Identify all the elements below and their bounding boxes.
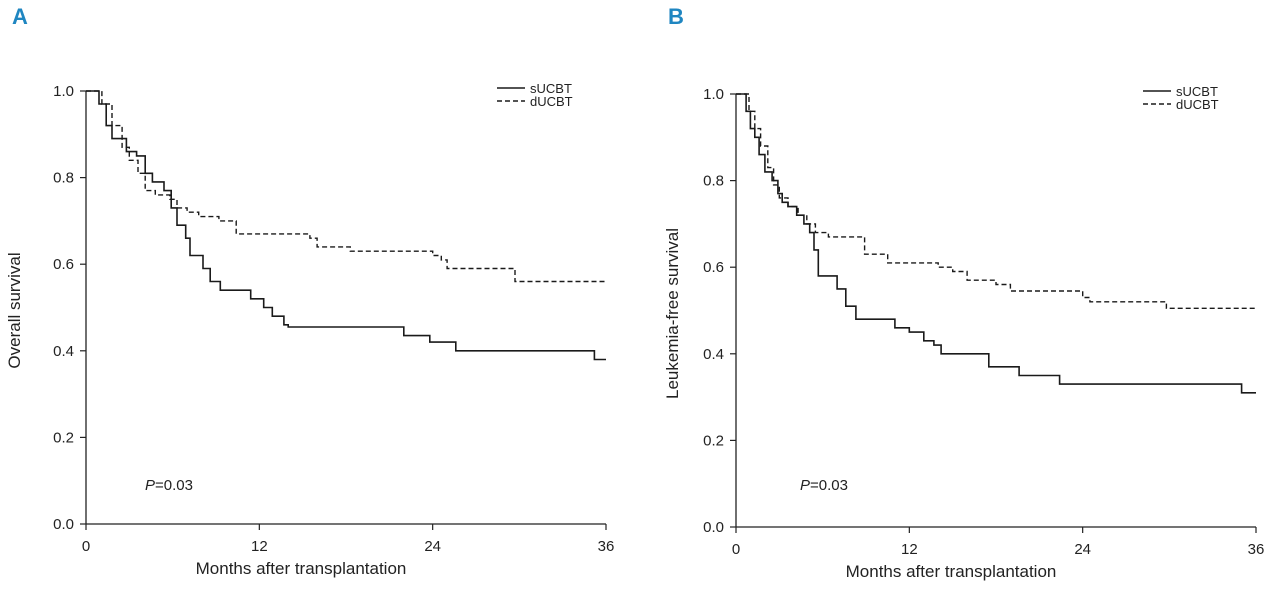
y-tick-label: 1.0 [53, 83, 74, 100]
series-sucbt-line [86, 90, 606, 361]
x-tick-label: 24 [424, 538, 441, 555]
legend-ducbt-label: dUCBT [530, 94, 573, 109]
legend-sucbt-label: sUCBT [1176, 84, 1218, 99]
y-tick-label: 0.0 [703, 519, 724, 536]
p-value-text: =0.03 [155, 477, 193, 494]
p-value-text: =0.03 [810, 477, 848, 494]
x-tick-label: 36 [1248, 541, 1265, 558]
series-ducbt-line [736, 93, 1256, 309]
x-tick-label: 36 [598, 538, 615, 555]
panel-label-a: A [12, 4, 28, 29]
p-value-symbol: P [145, 477, 155, 494]
x-axis-title: Months after transplantation [846, 562, 1057, 581]
x-tick-label: 0 [732, 541, 740, 558]
y-tick-label: 0.4 [53, 343, 74, 360]
panel-label-b: B [668, 4, 684, 29]
y-axis-title: Leukemia-free survival [663, 228, 682, 399]
y-tick-label: 1.0 [703, 86, 724, 103]
overall-survival-chart: 0 12 24 36 0.0 0.2 0.4 0.6 0.8 1.0 Months after tr… [5, 81, 615, 578]
x-tick-label: 0 [82, 538, 90, 555]
series-sucbt-line [736, 93, 1256, 394]
y-tick-label: 0.8 [703, 173, 724, 190]
legend-sucbt-label: sUCBT [530, 81, 572, 96]
x-tick-label: 24 [1074, 541, 1091, 558]
y-tick-label: 0.2 [703, 432, 724, 449]
p-value-annotation: P=0.03 [145, 477, 193, 494]
x-tick-label: 12 [251, 538, 268, 555]
y-tick-label: 0.2 [53, 429, 74, 446]
x-axis-title: Months after transplantation [196, 559, 407, 578]
y-tick-label: 0.0 [53, 516, 74, 533]
p-value-annotation: P=0.03 [800, 477, 848, 494]
y-tick-label: 0.8 [53, 170, 74, 187]
y-tick-label: 0.4 [703, 346, 724, 363]
x-tick-label: 12 [901, 541, 918, 558]
y-tick-label: 0.6 [53, 256, 74, 273]
y-axis-title: Overall survival [5, 252, 24, 368]
legend-ducbt-label: dUCBT [1176, 97, 1219, 112]
leukemia-free-survival-chart: 0 12 24 36 0.0 0.2 0.4 0.6 0.8 1.0 Months after tr… [663, 84, 1265, 581]
series-ducbt-line [86, 90, 606, 283]
p-value-symbol: P [800, 477, 810, 494]
y-tick-label: 0.6 [703, 259, 724, 276]
